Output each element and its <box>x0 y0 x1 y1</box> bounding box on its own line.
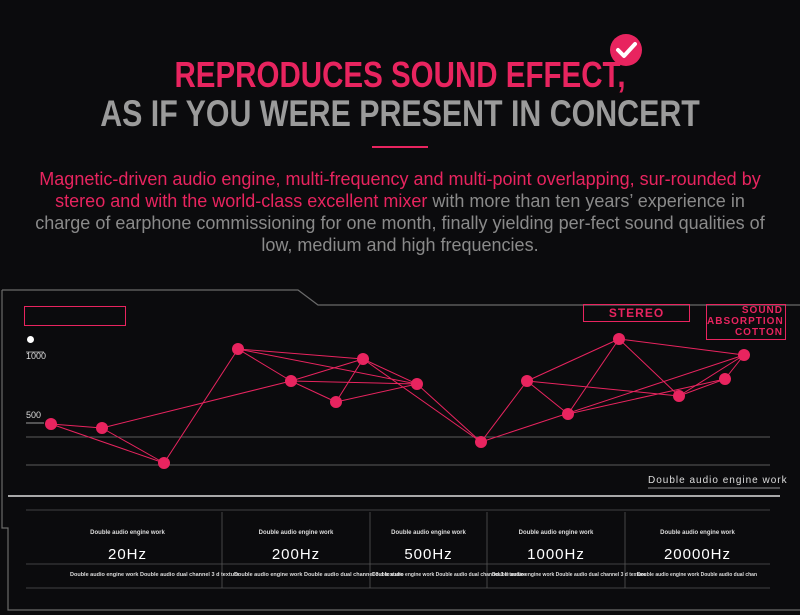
mesh-line <box>50 423 103 429</box>
col-top-text: Double audio engine work <box>660 530 735 536</box>
col-freq: 20Hz <box>107 546 148 563</box>
col-bottom-text: Double audio engine work Double audio du… <box>70 572 240 578</box>
mesh-node <box>562 408 574 420</box>
mesh-line <box>290 380 337 403</box>
title-line-2: AS IF YOU WERE PRESENT IN CONCERT <box>100 93 700 134</box>
description-rest: with more than ten years’ experience in … <box>35 191 765 255</box>
mesh-line <box>335 358 364 403</box>
col-top-text: Double audio engine work <box>391 530 466 536</box>
mesh-node <box>232 343 244 355</box>
title-divider <box>372 146 428 148</box>
mesh-line <box>101 427 165 464</box>
col-freq: 500Hz <box>404 546 453 563</box>
stereo-label: STEREO <box>583 304 690 322</box>
col-freq: 1000Hz <box>527 546 585 563</box>
mesh-line <box>567 338 620 415</box>
mesh-line <box>678 378 726 397</box>
mesh-line <box>237 348 292 382</box>
freq-column-20hz: Double audio engine work 20Hz Double aud… <box>40 530 239 578</box>
mesh-node <box>673 390 685 402</box>
panel-frame <box>2 289 800 306</box>
mesh-line <box>290 358 364 382</box>
col-freq: 20000Hz <box>663 546 732 563</box>
description-highlight: Magnetic-driven audio engine, multi-freq… <box>39 169 761 211</box>
mesh-node <box>411 378 423 390</box>
mesh-node <box>475 436 487 448</box>
freq-column-500hz: Double audio engine work 500Hz Double au… <box>370 530 526 578</box>
mesh-line <box>526 338 620 382</box>
mesh-node <box>158 457 170 469</box>
col-bottom-text: Double audio engine work Double audio du… <box>372 572 526 578</box>
check-badge-icon <box>610 34 642 66</box>
mesh-node <box>45 418 57 430</box>
mesh-line <box>237 348 418 385</box>
engine-work-label: Double audio engine work <box>648 475 788 486</box>
description: Magnetic-driven audio engine, multi-freq… <box>30 168 770 256</box>
marker-dot <box>27 336 34 343</box>
mesh-line <box>237 348 364 360</box>
mesh-line <box>101 380 292 429</box>
mesh-line <box>480 354 745 443</box>
freq-column-20000hz: Double audio engine work 20000Hz Double … <box>625 530 770 578</box>
mesh-line <box>362 358 482 443</box>
col-freq: 200Hz <box>271 546 321 563</box>
mesh-node <box>96 422 108 434</box>
mesh-node <box>719 373 731 385</box>
panel-frame-left <box>1 290 800 611</box>
mesh-line <box>618 338 745 356</box>
mesh-line <box>163 348 239 464</box>
mesh-node <box>285 375 297 387</box>
mesh-line <box>567 378 726 415</box>
mesh-line <box>50 423 165 464</box>
mesh-line <box>526 380 569 415</box>
mesh-node <box>738 349 750 361</box>
mesh-line <box>678 354 745 397</box>
sound-label-line-2: ABSORPTION <box>707 316 784 327</box>
col-top-text: Double audio engine work <box>258 530 334 536</box>
col-top-text: Double audio engine work <box>90 530 165 536</box>
mesh-line <box>526 380 680 397</box>
col-bottom-text: Double audio engine work Double audio du… <box>234 572 404 578</box>
mesh-line <box>416 383 482 443</box>
tick-label-500: 500 <box>26 410 42 420</box>
mesh-line <box>290 380 418 385</box>
sound-label-line-1: SOUND <box>741 305 783 316</box>
empty-label-box <box>24 306 126 326</box>
mesh-node <box>613 333 625 345</box>
tick-label-1000: 1000 <box>26 351 47 361</box>
mesh-node <box>357 353 369 365</box>
mesh-node <box>330 396 342 408</box>
mesh-line <box>335 383 418 403</box>
title-line-1: REPRODUCES SOUND EFFECT, <box>174 54 626 95</box>
sound-label-line-3: COTTON <box>734 327 783 338</box>
mesh-node <box>521 375 533 387</box>
sound-absorption-label: SOUND ABSORPTION COTTON <box>706 304 786 340</box>
col-bottom-text: Double audio engine work Double audio du… <box>492 572 646 578</box>
col-bottom-text: Double audio engine work Double audio du… <box>637 572 757 578</box>
freq-column-200hz: Double audio engine work 200Hz Double au… <box>222 530 403 578</box>
mesh-line <box>362 358 418 385</box>
col-top-text: Double audio engine work <box>518 530 594 536</box>
mesh-line <box>618 338 680 397</box>
mesh-line <box>480 380 528 443</box>
freq-column-1000hz: Double audio engine work 1000Hz Double a… <box>487 530 646 578</box>
